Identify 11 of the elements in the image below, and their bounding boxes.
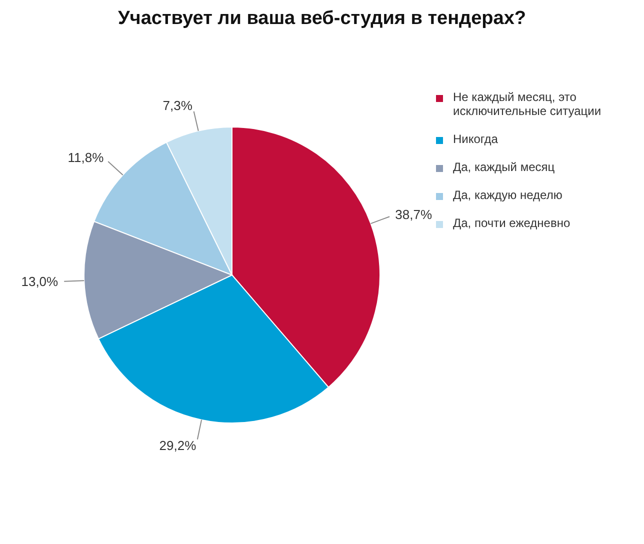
data-label: 13,0% (21, 274, 59, 290)
legend-label: Да, каждый месяц (453, 160, 555, 174)
data-label: 29,2% (159, 438, 197, 453)
legend-label: Да, почти ежедневно (453, 216, 570, 230)
legend-label: Да, каждую неделю (453, 188, 562, 202)
data-label: 7,3% (162, 98, 193, 114)
legend-label: Не каждый месяц, это исключительные ситуации (453, 90, 602, 118)
data-label: 11,8% (68, 150, 104, 165)
legend-label: Никогда (453, 132, 498, 146)
data-label: 38,7% (395, 207, 432, 222)
chart-title: Участвует ли ваша веб-студия в тендерах? (116, 8, 528, 30)
